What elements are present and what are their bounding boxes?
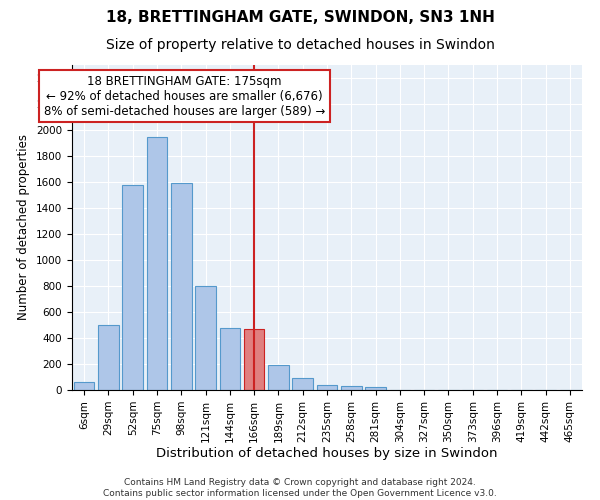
Text: Contains HM Land Registry data © Crown copyright and database right 2024.
Contai: Contains HM Land Registry data © Crown c… [103,478,497,498]
X-axis label: Distribution of detached houses by size in Swindon: Distribution of detached houses by size … [156,448,498,460]
Bar [292,378,313,390]
Text: Size of property relative to detached houses in Swindon: Size of property relative to detached ho… [106,38,494,52]
Bar [171,184,191,390]
Bar [341,386,362,390]
Bar [317,385,337,390]
Bar [98,325,119,390]
Bar [122,184,143,390]
Bar [244,329,265,390]
Text: 18, BRETTINGHAM GATE, SWINDON, SN3 1NH: 18, BRETTINGHAM GATE, SWINDON, SN3 1NH [106,10,494,25]
Bar [365,388,386,390]
Bar [220,328,240,390]
Bar [268,364,289,390]
Text: 18 BRETTINGHAM GATE: 175sqm
← 92% of detached houses are smaller (6,676)
8% of s: 18 BRETTINGHAM GATE: 175sqm ← 92% of det… [44,74,325,118]
Bar [74,382,94,390]
Bar [195,286,216,390]
Y-axis label: Number of detached properties: Number of detached properties [17,134,31,320]
Bar [146,136,167,390]
